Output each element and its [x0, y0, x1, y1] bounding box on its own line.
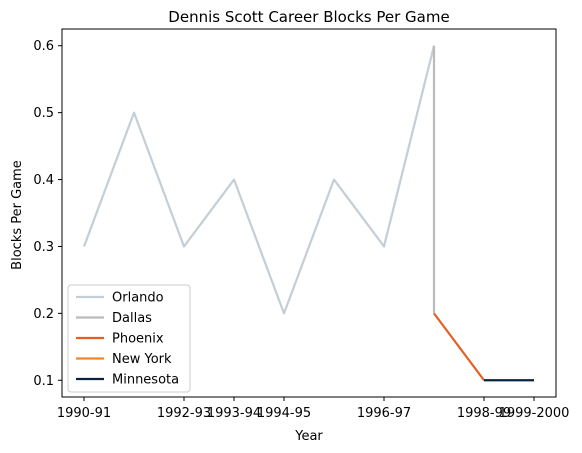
legend-label: New York	[112, 352, 172, 367]
x-tick-label: 1998-99	[457, 406, 511, 421]
y-tick-label: 0.4	[33, 173, 54, 188]
x-tick-label: 1992-93	[157, 406, 211, 421]
y-tick-label: 0.3	[33, 240, 54, 255]
y-axis-ticks: 0.1 0.2 0.3 0.4 0.5 0.6	[33, 39, 62, 389]
x-tick-label: 1993-94	[207, 406, 261, 421]
plot-lines	[82, 45, 534, 382]
legend-box	[67, 284, 191, 393]
series-line-2	[433, 312, 485, 381]
chart-title: Dennis Scott Career Blocks Per Game	[168, 8, 449, 26]
x-tick-label: 1996-97	[357, 406, 411, 421]
plot-frame	[61, 28, 557, 398]
x-axis-label: Year	[294, 429, 323, 444]
x-tick-label: 1999-2000	[499, 406, 570, 421]
legend: Orlando Dallas Phoenix New York Minnesota	[67, 284, 191, 393]
y-tick-label: 0.1	[33, 374, 54, 389]
legend-label: Orlando	[112, 291, 164, 306]
legend-label: Dallas	[112, 311, 152, 326]
legend-label: Minnesota	[112, 373, 179, 388]
series-line-0	[82, 45, 436, 315]
x-tick-label: 1990-91	[57, 406, 111, 421]
y-axis-label: Blocks Per Game	[10, 160, 25, 270]
legend-label: Phoenix	[112, 332, 164, 347]
x-tick-label: 1994-95	[257, 406, 311, 421]
y-tick-label: 0.5	[33, 106, 54, 121]
y-tick-label: 0.6	[33, 39, 54, 54]
y-tick-label: 0.2	[33, 307, 54, 322]
